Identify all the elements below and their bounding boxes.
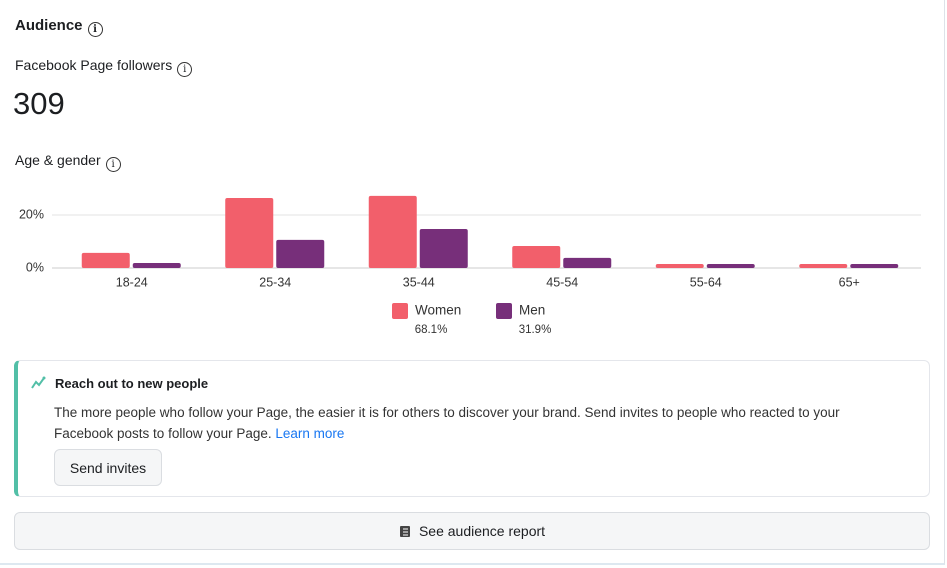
bar [132,262,181,268]
info-icon[interactable]: i [105,157,121,172]
bar [276,239,325,268]
legend-swatch [392,303,408,319]
followers-label: Facebook Page followers [15,57,173,73]
chart-title: Age & gender [15,152,101,168]
bar [81,252,130,268]
tip-title: Reach out to new people [55,376,209,391]
x-tick-label: 18-24 [116,275,148,289]
bar [850,264,899,268]
legend-share: 31.9% [519,324,552,336]
chart: 0% 20% 18-24 25-34 35-44 45-54 55-64 65+ Women 68… [19,195,921,336]
audience-report-button[interactable]: See audience report [14,512,930,550]
tip-icon [31,376,46,389]
legend-label: Men [519,303,545,318]
tip-box: Reach out to new people The more people … [14,360,930,497]
bar [419,229,468,268]
info-icon[interactable]: i [177,62,193,77]
tip-text: The more people who follow your Page, th… [54,402,884,444]
chart-heading: Age & gender i [15,152,121,172]
report-label: See audience report [418,523,546,539]
title-text: Audience [15,17,83,34]
y-tick-label: 20% [19,207,44,221]
bar [225,198,274,268]
bar [706,264,755,268]
bar [512,246,561,268]
tip-body: The more people who follow your Page, th… [54,405,840,441]
x-tick-label: 65+ [839,275,860,289]
bar [563,257,612,268]
report-icon [399,525,410,537]
x-tick-label: 55-64 [690,275,722,289]
legend-label: Women [415,303,461,318]
bar [799,264,848,268]
info-icon[interactable]: i [87,22,103,37]
send-invites-button[interactable]: Send invites [54,449,162,486]
x-tick-label: 35-44 [403,275,435,289]
y-tick-label: 0% [26,260,44,274]
x-tick-label: 45-54 [546,275,578,289]
bar [655,264,704,268]
section-title: Audience i [15,17,103,37]
legend-swatch [496,303,512,319]
x-tick-label: 25-34 [259,275,291,289]
followers-count: 309 [13,86,65,121]
learn-more-link[interactable]: Learn more [275,426,345,441]
bar [368,195,417,268]
followers-heading: Facebook Page followers i [15,57,193,77]
legend-share: 68.1% [415,324,448,336]
